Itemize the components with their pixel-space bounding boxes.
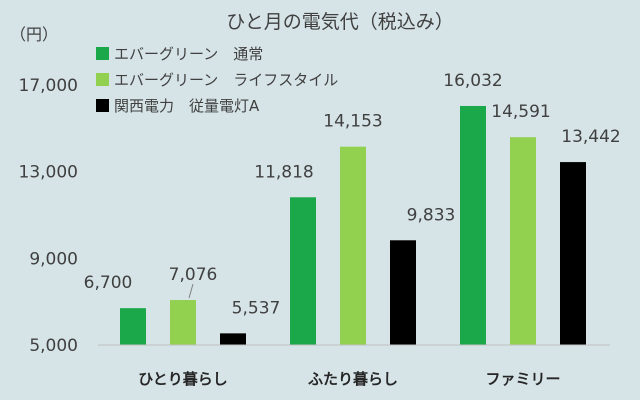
bar — [390, 240, 416, 345]
data-label: 14,591 — [491, 102, 550, 122]
bar — [340, 146, 366, 345]
data-label: 11,818 — [254, 162, 313, 182]
bar — [290, 197, 316, 345]
chart-title: ひと月の電気代（税込み） — [226, 11, 453, 33]
data-label: 13,442 — [561, 127, 620, 147]
legend-swatch — [96, 99, 109, 112]
data-label: 6,700 — [84, 273, 133, 293]
bar — [120, 308, 146, 345]
legend-label: エバーグリーン ライフスタイル — [114, 71, 338, 89]
data-label: 5,537 — [232, 298, 281, 318]
bars: 6,700 7,076 5,537 11,818 14,153 9,833 16,032 14… — [84, 71, 621, 346]
x-tick-label: ふたり暮らし — [308, 370, 398, 388]
x-tick-label: ファミリー — [485, 370, 560, 388]
y-tick-label: 13,000 — [19, 163, 78, 183]
data-label: 7,076 — [169, 265, 218, 285]
bar — [560, 162, 586, 345]
legend-label: エバーグリーン 通常 — [114, 45, 263, 63]
data-label: 16,032 — [443, 71, 502, 91]
y-tick-label: 17,000 — [19, 76, 78, 96]
legend-swatch — [96, 47, 109, 60]
bar — [170, 300, 196, 345]
data-label: 9,833 — [407, 205, 456, 225]
y-tick-label: 5,000 — [29, 336, 78, 356]
x-axis: ひとり暮らし ふたり暮らし ファミリー — [138, 370, 560, 388]
bar — [510, 137, 536, 345]
data-label: 14,153 — [323, 112, 382, 132]
x-tick-label: ひとり暮らし — [138, 370, 228, 388]
y-axis: 5,000 9,000 13,000 17,000 — [19, 76, 78, 356]
legend-swatch — [96, 73, 109, 86]
bar — [460, 105, 486, 346]
y-axis-unit-label: （円） — [10, 25, 58, 44]
bar — [220, 333, 246, 345]
legend-label: 関西電力 従量電灯A — [114, 97, 260, 115]
y-tick-label: 9,000 — [29, 249, 78, 269]
leader-line — [188, 283, 194, 299]
